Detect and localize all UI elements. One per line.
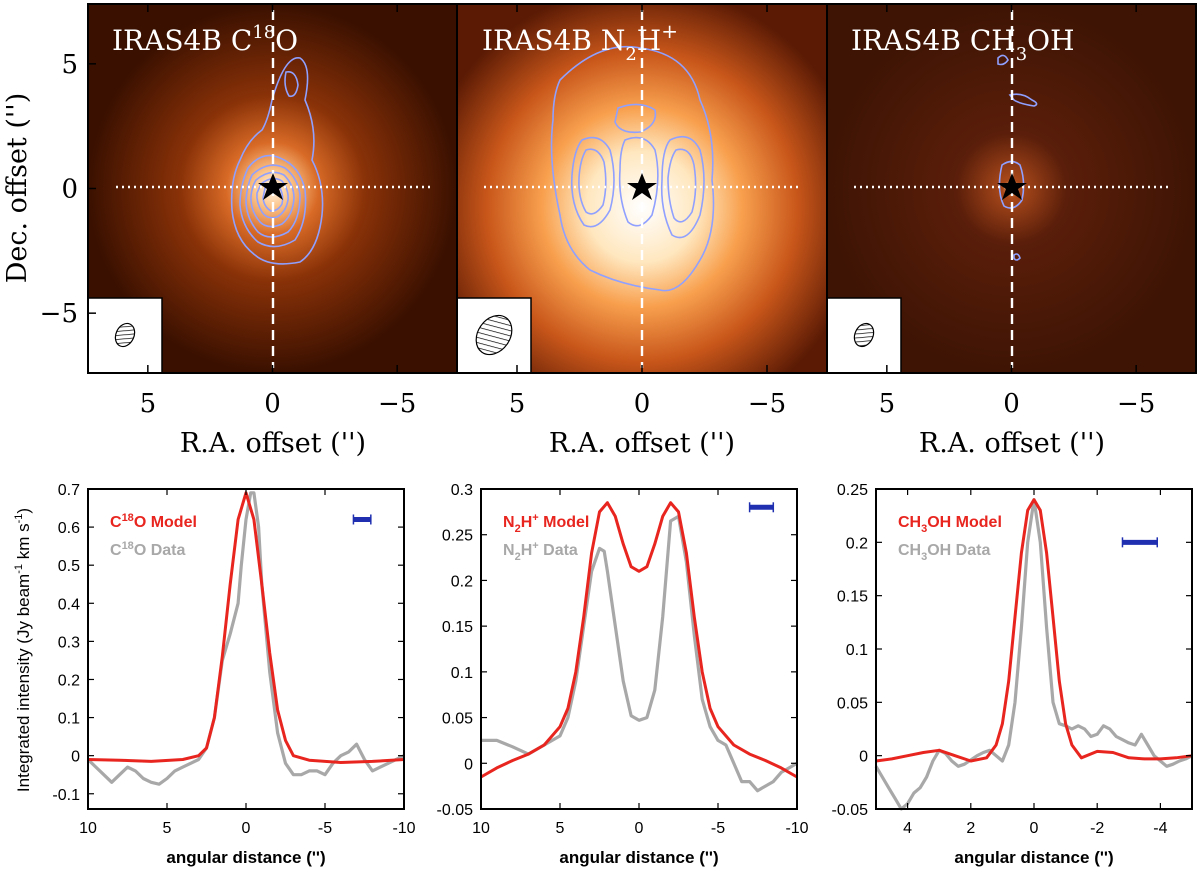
map-title: IRAS4B CH3OH (851, 24, 1075, 65)
map-y-tick-label: 0 (61, 175, 78, 205)
map-panel-ch3oh: IRAS4B CH3OH (826, 4, 1196, 374)
x-tick-label: 4 (903, 820, 912, 837)
x-tick-label: -5 (711, 820, 725, 837)
y-tick-label: 0.5 (58, 558, 80, 575)
map-x-tick-label: 0 (1003, 389, 1020, 419)
map-dec-axis-label: Dec. offset ('') (2, 93, 33, 284)
x-tick-label: -4 (1153, 820, 1167, 837)
map-x-tick-label: −5 (1117, 389, 1155, 419)
data-series-line (874, 498, 1193, 811)
y-tick-label: 0 (859, 749, 868, 766)
map-ra-axis-label: R.A. offset ('') (180, 428, 366, 459)
map-x-tick-label: 5 (509, 389, 526, 419)
map-x-tick-label: −5 (378, 389, 416, 419)
y-tick-label: 0.2 (451, 573, 473, 590)
beam-ellipse (853, 322, 875, 348)
x-tick-label: 0 (635, 820, 644, 837)
y-tick-label: 0.25 (837, 482, 868, 499)
legend-data-label: CH3OH Data (898, 542, 990, 563)
y-tick-label: 0.3 (451, 482, 473, 499)
intensity-contours (550, 45, 715, 292)
beam-inset (456, 297, 532, 374)
x-tick-label: -10 (785, 820, 808, 837)
profile-panel: 4 2 0 -2 -4 -0.05 0 0.05 0.1 0.15 0.2 0.25 angular d… (832, 482, 1193, 867)
x-tick-label: 10 (79, 820, 97, 837)
map-y-tick-label: −5 (40, 299, 78, 329)
x-axis-label: angular distance ('') (954, 848, 1113, 867)
y-tick-label: 0 (71, 749, 80, 766)
y-tick-label: 0.05 (442, 711, 473, 728)
y-tick-label: 0.15 (442, 619, 473, 636)
beam-ellipse (475, 314, 513, 356)
plot-frame (875, 488, 1193, 810)
legend-model-label: CH3OH Model (898, 514, 1002, 535)
y-tick-label: 0.05 (837, 695, 868, 712)
model-series-line (875, 498, 1193, 763)
y-tick-label: 0.25 (442, 528, 473, 545)
x-tick-label: -2 (1090, 820, 1104, 837)
y-tick-label: -0.05 (437, 802, 474, 819)
x-axis-label: angular distance ('') (166, 848, 325, 867)
source-star (627, 173, 657, 200)
legend-model-label: C18O Model (110, 512, 197, 531)
map-ra-axis-label: R.A. offset ('') (549, 428, 735, 459)
legend-data-label: C18O Data (110, 540, 185, 559)
y-tick-label: 0.1 (58, 711, 80, 728)
y-tick-label: -0.1 (52, 787, 80, 804)
data-series-line (86, 491, 405, 786)
x-tick-label: -10 (392, 820, 415, 837)
map-ra-axis-label: R.A. offset ('') (919, 428, 1105, 459)
profile-y-axis-label: Integrated intensity (Jy beam-1 km s-1) (13, 508, 33, 792)
x-tick-label: 0 (1030, 820, 1039, 837)
legend-data-label: N2H+ Data (503, 540, 578, 563)
profile-panels: 10 5 0 -5 -10 -0.1 0 0.1 0.2 0.3 0.4 0.5 0.6 0.7 angul… (52, 482, 1193, 867)
y-tick-label: 0.1 (846, 642, 868, 659)
x-tick-label: 10 (472, 820, 490, 837)
map-title: IRAS4B N2H+ (482, 19, 678, 65)
source-star (258, 173, 288, 200)
profile-panel: 10 5 0 -5 -10 -0.05 0 0.05 0.1 0.15 0.2 0.25 0.3 angu… (437, 482, 809, 867)
y-tick-label: 0.4 (58, 596, 80, 613)
beam-ellipse (114, 322, 136, 348)
profile-panel: 10 5 0 -5 -10 -0.1 0 0.1 0.2 0.3 0.4 0.5 0.6 0.7 angul… (52, 482, 415, 867)
map-panel-n2h: IRAS4B N2H+ (456, 4, 827, 374)
map-x-tick-label: 5 (879, 389, 896, 419)
y-tick-label: 0.6 (58, 520, 80, 537)
x-tick-label: 2 (966, 820, 975, 837)
legend-model-label: N2H+ Model (503, 512, 589, 535)
y-tick-label: 0.3 (58, 634, 80, 651)
map-x-tick-label: 0 (634, 389, 651, 419)
map-title: IRAS4B C18O (112, 22, 298, 57)
y-tick-label: -0.05 (832, 802, 869, 819)
y-tick-label: 0.7 (58, 482, 80, 499)
y-tick-label: 0.2 (58, 672, 80, 689)
x-axis-label: angular distance ('') (559, 848, 718, 867)
x-tick-label: 0 (242, 820, 251, 837)
map-tick-layer: 5 0 −5 5 0 −5 5 0 −5 5 0 −5 (40, 4, 1155, 419)
y-tick-label: 0.1 (451, 665, 473, 682)
intensity-contours (230, 57, 324, 265)
y-tick-label: 0.15 (837, 589, 868, 606)
x-tick-label: 5 (556, 820, 565, 837)
plot-frame (480, 488, 798, 810)
model-series-line (480, 501, 798, 779)
x-tick-label: 5 (163, 820, 172, 837)
map-x-tick-label: 5 (140, 389, 157, 419)
source-star (997, 173, 1027, 200)
x-tick-label: -5 (318, 820, 332, 837)
map-y-tick-label: 5 (61, 50, 78, 80)
y-tick-label: 0.2 (846, 535, 868, 552)
map-x-tick-label: −5 (748, 389, 786, 419)
map-x-tick-label: 0 (264, 389, 281, 419)
y-tick-label: 0 (464, 756, 473, 773)
map-panel-c18o: IRAS4B C18O (87, 4, 457, 374)
data-series-line (481, 514, 798, 793)
